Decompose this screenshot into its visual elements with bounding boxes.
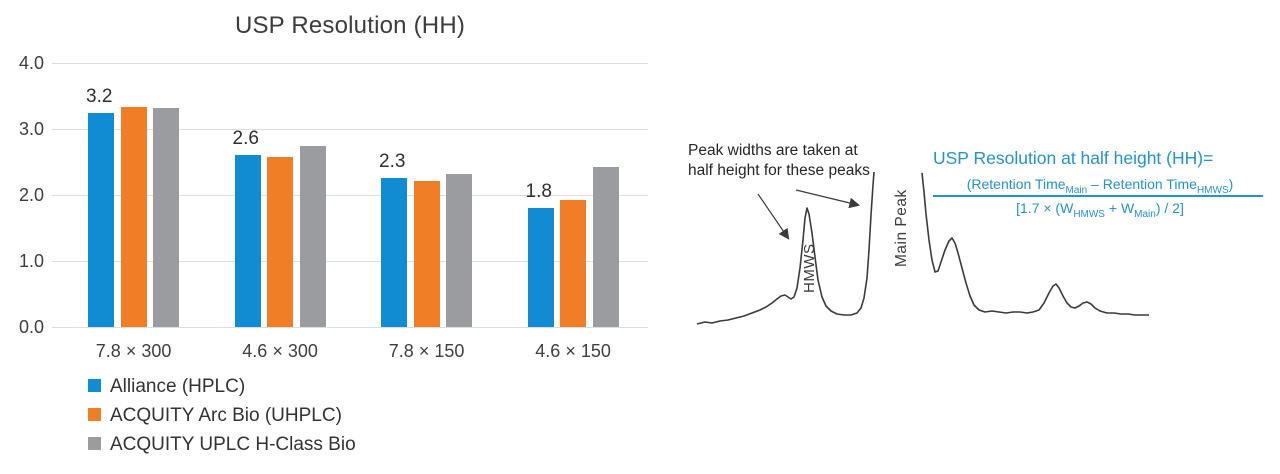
gridline: [52, 326, 648, 328]
hmws-segment: [696, 171, 875, 325]
bar-series-1-group-2: [413, 181, 440, 327]
bar-series-0-group-1: [234, 155, 261, 327]
fraction-bar: [933, 195, 1263, 197]
y-axis-tick-label: 3.0: [18, 119, 44, 139]
annotation-line-2: half height for these peaks: [688, 162, 870, 179]
annotation-arrow-hmws: [757, 193, 790, 240]
legend-swatch-icon: [88, 379, 101, 392]
main-peak-label: Main Peak: [893, 189, 910, 267]
legend-label: Alliance (HPLC): [110, 376, 246, 397]
usp-formula: USP Resolution at half height (HH)= (Ret…: [933, 148, 1267, 220]
y-axis-tick-label: 0.0: [18, 317, 44, 337]
peak-width-annotation: Peak widths are taken at half height for…: [688, 141, 870, 181]
y-axis-tick-label: 1.0: [18, 251, 44, 271]
bar-series-2-group-0: [153, 107, 180, 327]
bar-value-label: 3.2: [86, 86, 113, 108]
gridline: [52, 194, 648, 196]
chart-title: USP Resolution (HH): [234, 12, 466, 39]
x-axis-category-label: 4.6 × 300: [242, 341, 318, 361]
x-axis-category-label: 4.6 × 150: [535, 341, 611, 361]
bar-series-0-group-3: [527, 208, 554, 327]
formula-numerator: (Retention TimeMain – Retention TimeHMWS…: [966, 176, 1234, 196]
bar-series-2-group-1: [299, 146, 326, 327]
bar-value-label: 2.3: [379, 150, 406, 172]
formula-title: USP Resolution at half height (HH)=: [933, 148, 1214, 168]
bar-series-1-group-1: [267, 156, 294, 327]
x-axis-category-label: 7.8 × 150: [388, 341, 465, 361]
bar-series-1-group-3: [560, 199, 587, 327]
legend-label: ACQUITY Arc Bio (UHPLC): [110, 405, 342, 426]
y-axis-tick-label: 4.0: [18, 53, 44, 73]
bar-series-0-group-2: [381, 177, 407, 327]
legend-swatch-icon: [88, 437, 101, 450]
bar-value-label: 2.6: [232, 128, 259, 150]
gridline: [52, 62, 648, 64]
chromatogram: HMWS Main Peak: [696, 171, 1149, 325]
bar-value-label: 1.8: [525, 181, 552, 203]
gridline: [52, 260, 648, 262]
legend-swatch-icon: [88, 408, 101, 421]
bar-series-0-group-0: [88, 113, 114, 327]
formula-denominator: [1.7 × (WHMWS + WMain) / 2]: [1016, 200, 1184, 220]
annotation-arrow-main-peak: [795, 189, 861, 209]
hmws-label: HMWS: [801, 244, 818, 294]
annotation-line-1: Peak widths are taken at: [688, 142, 858, 159]
bar-series-1-group-0: [120, 107, 147, 327]
x-axis-category-label: 7.8 × 300: [95, 341, 172, 361]
main-peak-segment: [921, 172, 1149, 316]
y-axis-tick-label: 2.0: [18, 185, 44, 205]
gridline: [52, 128, 648, 130]
bar-series-2-group-3: [592, 166, 619, 327]
chromatogram-traces: [696, 171, 1149, 325]
legend-label: ACQUITY UPLC H-Class Bio: [110, 434, 356, 455]
bar-series-2-group-2: [446, 173, 473, 327]
